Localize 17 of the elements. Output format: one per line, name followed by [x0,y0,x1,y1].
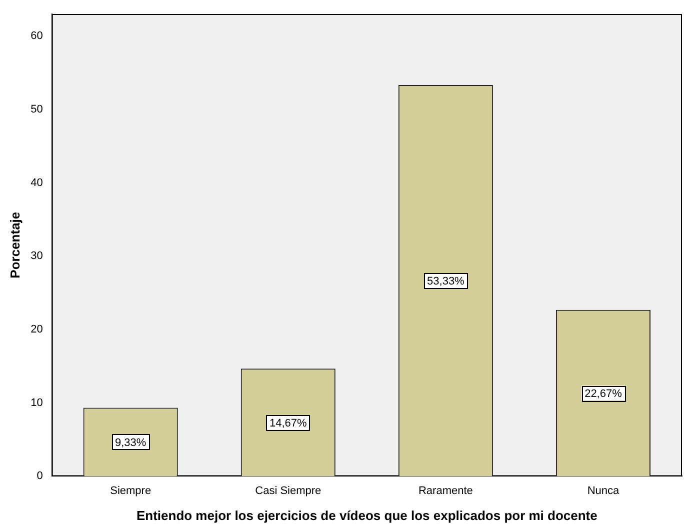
data-label: 53,33% [427,276,465,288]
x-tick-label: Nunca [587,484,620,497]
x-tick-label: Casi Siempre [255,484,322,497]
y-tick-label: 20 [30,324,43,336]
data-label: 14,67% [269,417,308,430]
data-label: 9,33% [115,437,146,450]
y-tick-label: 40 [30,176,43,189]
y-axis-title: Porcentaje [7,212,22,278]
y-tick-label: 0 [36,470,43,482]
data-label: 22,67% [584,388,622,400]
y-tick-label: 10 [30,396,43,409]
y-tick-label: 50 [30,103,43,116]
y-tick-label: 30 [30,250,43,262]
y-tick-label: 60 [30,30,43,42]
x-axis-title: Entiendo mejor los ejercicios de vídeos que los explicados por mi docente [136,508,598,523]
x-tick-label: Raramente [418,484,473,497]
x-tick-label: Siempre [110,484,152,497]
